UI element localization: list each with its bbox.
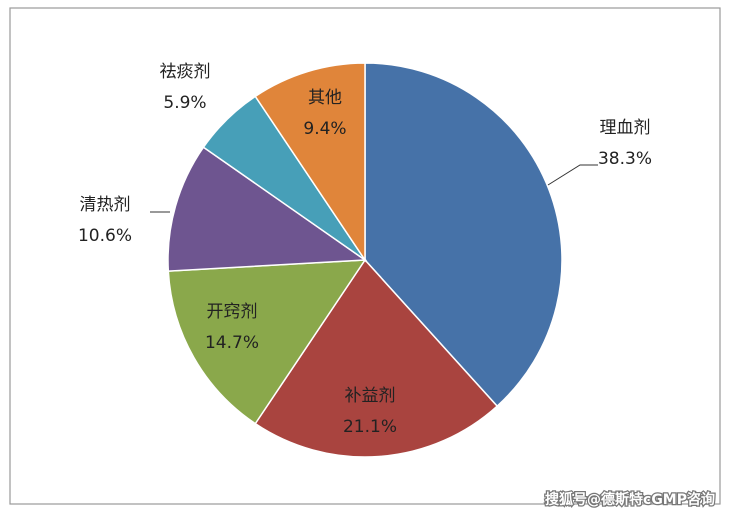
watermark: 搜狐号@德斯特cGMP咨询 xyxy=(545,491,715,508)
pie-slice xyxy=(167,259,367,425)
leader-line xyxy=(547,164,598,186)
slice-label: 其他 xyxy=(308,88,342,108)
slice-label: 理血剂 xyxy=(600,118,651,138)
value-label: 21.1% xyxy=(343,417,397,437)
value-label: 38.3% xyxy=(598,149,652,169)
pie-slice xyxy=(254,62,366,263)
pie-slice xyxy=(364,62,563,408)
slice-label: 开窍剂 xyxy=(207,302,258,322)
pie-slice xyxy=(254,258,499,458)
value-label: 14.7% xyxy=(205,333,259,353)
slice-label: 补益剂 xyxy=(345,386,396,406)
value-label: 5.9% xyxy=(163,93,206,113)
slice-label: 祛痰剂 xyxy=(160,62,211,82)
value-label: 9.4% xyxy=(303,119,346,139)
pie-slice xyxy=(167,146,368,272)
slice-label: 清热剂 xyxy=(80,195,131,215)
value-label: 10.6% xyxy=(78,226,132,246)
